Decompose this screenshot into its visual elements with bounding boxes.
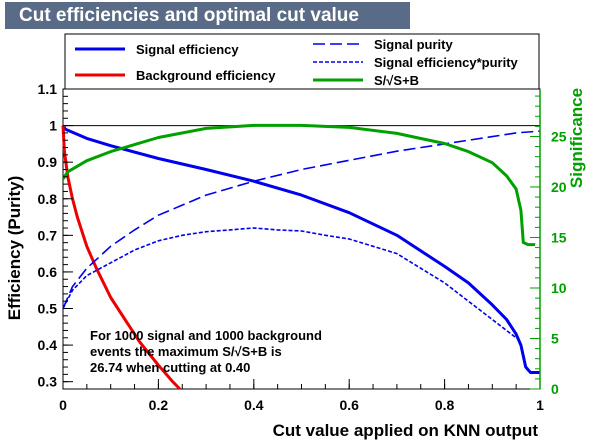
y-tick-label: 1.1: [38, 81, 58, 97]
series-layer: [61, 123, 541, 391]
legend-label: Signal efficiency*purity: [374, 55, 519, 70]
y-tick-label: 0.4: [38, 337, 58, 353]
series-line-signal-efficiency: [61, 124, 540, 374]
annotation-line: events the maximum S/√S+B is: [90, 344, 282, 359]
y2-tick-label: 10: [551, 280, 567, 296]
annotation-line: 26.74 when cutting at 0.40: [90, 360, 250, 375]
x-tick-label: 1: [536, 397, 544, 413]
y2-axis-title: Significance: [567, 88, 586, 188]
y-axis-title: Efficiency (Purity): [5, 176, 24, 321]
y2-tick-label: 0: [551, 381, 559, 397]
y2-tick-label: 25: [551, 128, 567, 144]
x-tick-label: 0: [59, 397, 67, 413]
y-tick-label: 0.7: [38, 227, 58, 243]
y-tick-label: 0.9: [38, 154, 58, 170]
series-line-signal-efficiency-purity: [62, 227, 517, 339]
x-tick-label: 0.6: [339, 397, 359, 413]
chart-title: Cut efficiencies and optimal cut value: [19, 5, 359, 26]
series-line-signal-purity: [62, 130, 541, 309]
y-tick-label: 0.3: [38, 374, 58, 390]
y2-tick-label: 15: [551, 229, 567, 245]
legend-label: Signal purity: [374, 37, 454, 52]
annotation: For 1000 signal and 1000 backgroundevent…: [90, 328, 322, 375]
y-tick-label: 0.8: [38, 191, 58, 207]
y2-tick-label: 5: [551, 330, 559, 346]
series-line-s-s-b: [61, 123, 536, 247]
annotation-line: For 1000 signal and 1000 background: [90, 328, 322, 343]
legend-label: Signal efficiency: [136, 42, 239, 57]
y-tick-label: 0.5: [38, 301, 58, 317]
x-tick-label: 0.8: [435, 397, 455, 413]
x-tick-label: 0.2: [149, 397, 169, 413]
y2-tick-label: 20: [551, 179, 567, 195]
legend: Signal efficiency Background efficiency Si…: [64, 33, 540, 90]
title-box: Cut efficiencies and optimal cut value: [5, 2, 410, 29]
legend-label: S/√S+B: [374, 73, 419, 88]
legend-label: Background efficiency: [136, 68, 276, 83]
axis-layer: 0 0.2 0.4 0.6 0.8 1 0.3 0.4 0.5 0.6 0.7 0.8 0.9 1 1.1 0…: [5, 81, 586, 440]
x-tick-label: 0.4: [244, 397, 264, 413]
legend-box: [64, 33, 540, 90]
y-tick-label: 1: [49, 118, 57, 134]
x-axis-title: Cut value applied on KNN output: [273, 421, 539, 440]
y-tick-label: 0.6: [38, 264, 58, 280]
